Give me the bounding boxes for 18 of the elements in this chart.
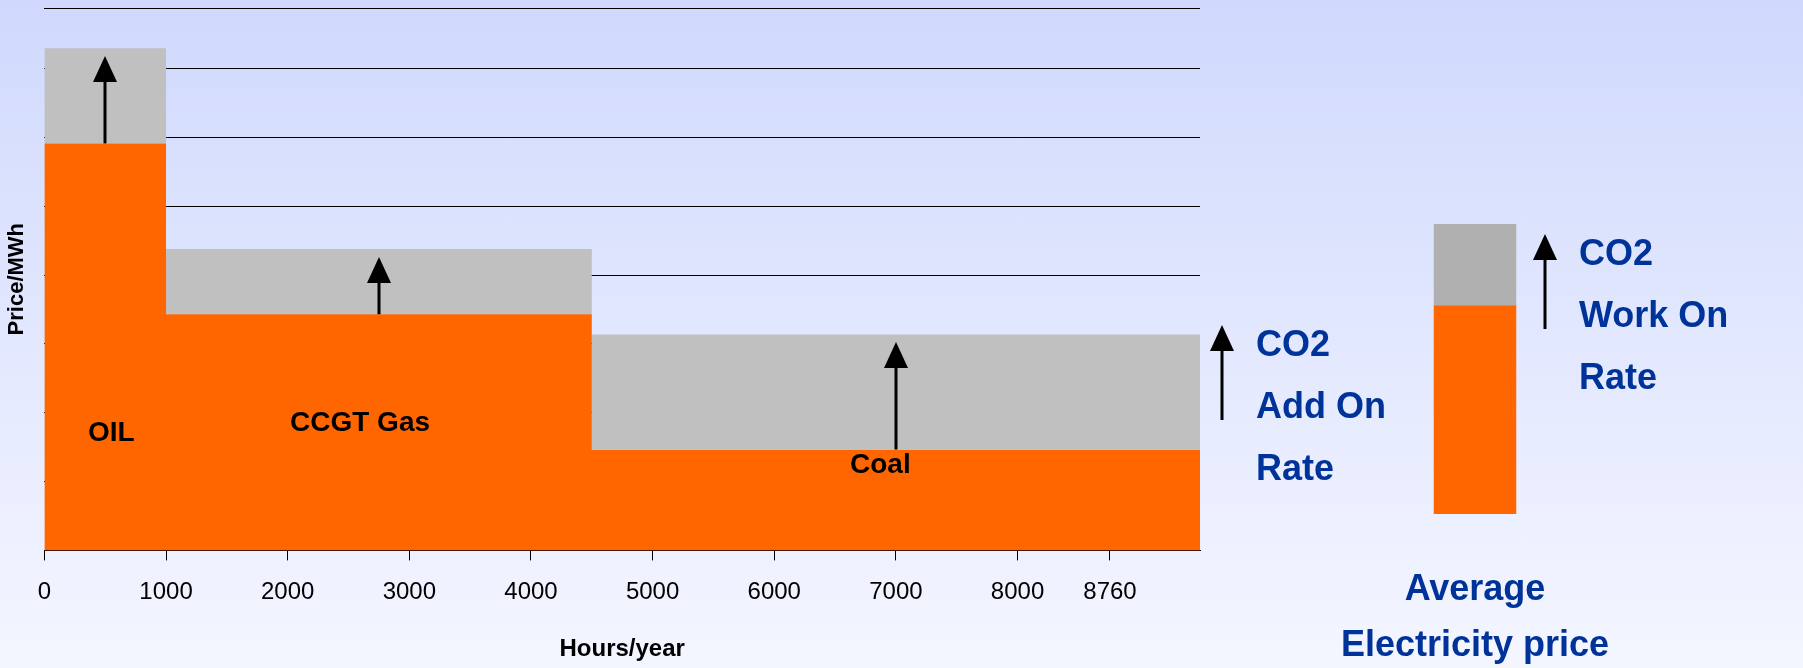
x-tick-label: 7000	[869, 577, 923, 605]
x-tick-label: 3000	[382, 577, 437, 605]
x-axis-title: Hours/year	[559, 634, 685, 662]
x-tick-label: 5000	[625, 577, 680, 605]
x-axis-title: Average Electricity price	[1339, 566, 1611, 666]
annotation: CCGT Gas	[290, 406, 431, 438]
x-tick-label: 0	[37, 577, 52, 605]
x-tick-label: 4000	[504, 577, 558, 605]
text: CO2 Add On Rate	[1256, 322, 1387, 490]
annotation: OIL	[88, 416, 135, 448]
text: CO2 Work On Rate	[1579, 231, 1730, 399]
x-tick-label: 2000	[260, 577, 315, 605]
annotation: Coal	[850, 448, 911, 480]
x-tick-label: 1000	[139, 577, 193, 605]
y-axis-title: Price/MWh	[3, 222, 29, 336]
x-tick-label: 8000	[990, 577, 1045, 605]
x-tick-label: 6000	[747, 577, 801, 605]
x-tick-label: 8760	[1083, 577, 1137, 605]
